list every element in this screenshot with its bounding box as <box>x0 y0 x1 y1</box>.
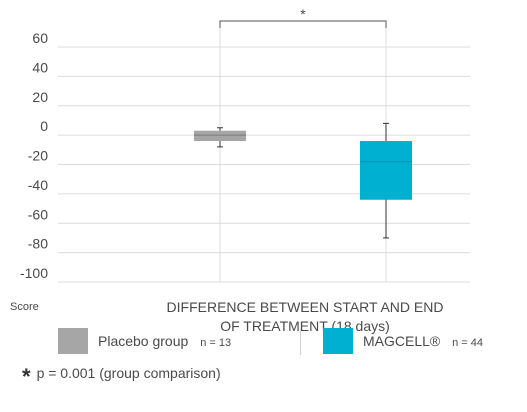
legend-n-placebo: n = 13 <box>200 337 232 349</box>
y-tick-label: -20 <box>28 148 48 164</box>
y-tick-label: -100 <box>20 265 48 281</box>
y-tick-label: 60 <box>32 30 48 46</box>
significance-bracket-line <box>219 20 387 28</box>
box-plot-chart: 60 40 20 0 -20 -40 -60 -80 -100 * <box>20 6 470 283</box>
y-axis: 60 40 20 0 -20 -40 -60 -80 -100 <box>20 30 48 281</box>
boxes <box>194 122 412 239</box>
x-axis-label: DIFFERENCE BETWEEN START AND END OF TREA… <box>120 298 490 336</box>
footnote-star: * <box>22 364 31 389</box>
y-tick-label: 0 <box>40 118 48 134</box>
box-placebo <box>194 130 246 141</box>
y-tick-label: -80 <box>28 236 48 252</box>
significance-bracket: * <box>219 6 387 28</box>
significance-star: * <box>300 6 306 22</box>
legend-label-magcell: MAGCELL® n = 44 <box>363 333 483 349</box>
y-tick-label: -60 <box>28 206 48 222</box>
y-axis-label: Score <box>10 301 39 313</box>
legend-name-magcell: MAGCELL® <box>363 333 441 349</box>
legend-swatch-magcell <box>323 328 353 354</box>
legend-swatch-placebo <box>58 328 88 354</box>
y-tick-label: -40 <box>28 177 48 193</box>
legend-label-placebo: Placebo group n = 13 <box>98 333 231 349</box>
footnote-text: p = 0.001 (group comparison) <box>36 365 221 381</box>
x-axis-label-line1: DIFFERENCE BETWEEN START AND END <box>166 299 444 315</box>
footnote: * p = 0.001 (group comparison) <box>22 364 221 390</box>
y-tick-label: 20 <box>32 89 48 105</box>
legend-n-magcell: n = 44 <box>452 337 484 349</box>
legend-divider <box>300 329 301 355</box>
legend-name-placebo: Placebo group <box>98 333 189 349</box>
legend: Placebo group n = 13 MAGCELL® n = 44 <box>0 325 527 359</box>
box-magcell <box>360 141 412 200</box>
y-tick-label: 40 <box>32 59 48 75</box>
gridlines <box>58 21 470 283</box>
